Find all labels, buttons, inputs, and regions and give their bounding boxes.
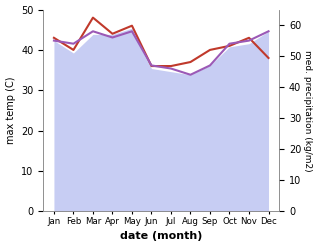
X-axis label: date (month): date (month) — [120, 231, 203, 242]
Y-axis label: med. precipitation (kg/m2): med. precipitation (kg/m2) — [303, 50, 313, 171]
Y-axis label: max temp (C): max temp (C) — [5, 77, 16, 144]
